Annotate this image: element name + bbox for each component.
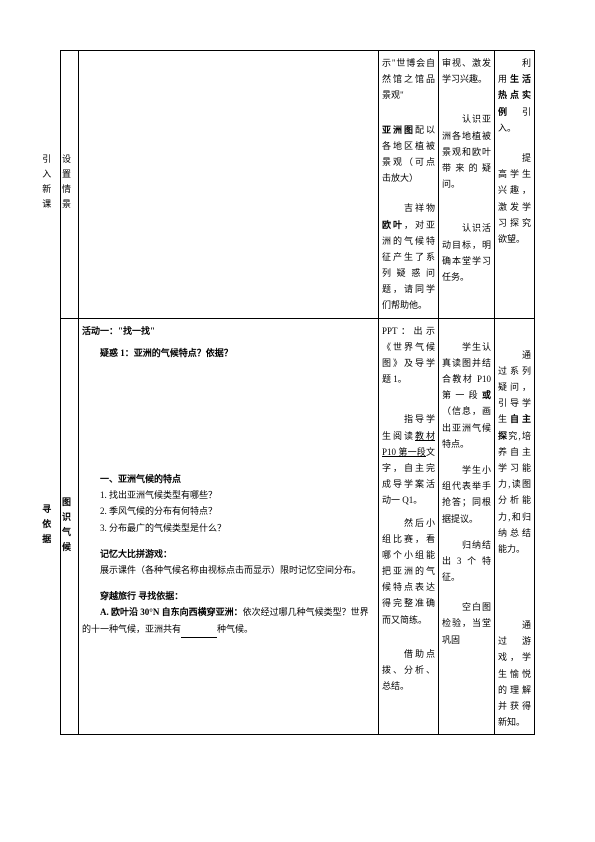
travel-item-a: A. 欧叶沿 30°N 自东向西横穿亚洲：依次经过哪几种气候类型？世界的十一种气… xyxy=(82,604,375,637)
note-col-2: 通过系列疑问，引导学生自主探究,培养自主学习能力,读图分析能力,和归纳总结能力。… xyxy=(495,318,535,735)
section-heading: 一、亚洲气候的特点 xyxy=(82,471,375,487)
ppt-text: 借助点拨、分析、总结。 xyxy=(382,646,435,695)
student-text: 认识亚洲各地植被景观和欧叶带来的疑问。 xyxy=(442,111,491,192)
label-text: 设置情景 xyxy=(55,154,75,214)
main-content-2: 活动一："找一找" 疑惑 1：亚洲的气候特点？依据？ 一、亚洲气候的特点 1. … xyxy=(79,318,379,735)
label-text: 寻依据 xyxy=(35,504,55,549)
ppt-text: 示"世博会自然馆之馆品景观" xyxy=(382,55,435,104)
list-item: 2. 季风气候的分布有何特点？ xyxy=(82,503,375,519)
stage-label-2: 图识气候 寻依据 xyxy=(61,318,79,735)
student-col-1: 审视、激发学习兴趣。 认识亚洲各地植被景观和欧叶带来的疑问。 认识活动目标，明确… xyxy=(439,51,495,319)
blank-fill xyxy=(181,621,217,638)
travel-title: 穿越旅行 寻找依据： xyxy=(82,588,375,604)
ppt-text: 然后小组比赛，看哪个小组能把亚洲的气候特点表达得完整准确而又简练。 xyxy=(382,515,435,628)
ppt-text: 指导学生阅读教材P10 第一段文字，自主完成导学案活动一 Q1。 xyxy=(382,411,435,508)
main-content-1 xyxy=(79,51,379,319)
label-text: 引入新课 xyxy=(35,154,55,214)
student-text: 学生认真读图并结合教材 P10 第一段或（信息，画出亚洲气候特点。 xyxy=(442,339,491,452)
student-text: 学生小组代表举手抢答；同根据提议。 xyxy=(442,462,491,527)
stage-label-1: 设置情景 引入新课 xyxy=(61,51,79,319)
student-col-2: 学生认真读图并结合教材 P10 第一段或（信息，画出亚洲气候特点。 学生小组代表… xyxy=(439,318,495,735)
ppt-col-1: 示"世博会自然馆之馆品景观" 亚洲图配以各地区植被景观（可点击放大） 吉祥物欧叶… xyxy=(379,51,439,319)
student-text: 认识活动目标，明确本堂学习任务。 xyxy=(442,220,491,285)
table-row: 图识气候 寻依据 活动一："找一找" 疑惑 1：亚洲的气候特点？依据？ 一、亚洲… xyxy=(61,318,535,735)
student-text: 审视、激发学习兴趣。 xyxy=(442,55,491,87)
list-item: 1. 找出亚洲气候类型有哪些？ xyxy=(82,487,375,503)
note-text: 提高学生兴趣，激发学习探究欲望。 xyxy=(498,150,531,247)
label-text: 图识气候 xyxy=(55,497,75,557)
student-text: 空白图检验，当堂巩固 xyxy=(442,599,491,648)
list-item: 3. 分布最广的气候类型是什么？ xyxy=(82,520,375,536)
memory-game-body: 展示课件（各种气候名称由视标点击而显示）限时记忆空间分布。 xyxy=(82,562,375,578)
note-text: 利用生活热点实例引入。 xyxy=(498,55,531,136)
ppt-text: 亚洲图配以各地区植被景观（可点击放大） xyxy=(382,122,435,187)
ppt-col-2: PPT：出示《世界气候图》及导学题 1。 指导学生阅读教材P10 第一段文字，自… xyxy=(379,318,439,735)
lesson-table: 设置情景 引入新课 示"世博会自然馆之馆品景观" 亚洲图配以各地区植被景观（可点… xyxy=(60,50,535,735)
note-text: 通过系列疑问，引导学生自主探究,培养自主学习能力,读图分析能力,和归纳总结能力。 xyxy=(498,347,531,557)
question-1: 疑惑 1：亚洲的气候特点？依据？ xyxy=(82,345,375,361)
ppt-text: PPT：出示《世界气候图》及导学题 1。 xyxy=(382,323,435,388)
student-text: 归纳结出3个特征。 xyxy=(442,537,491,586)
memory-game-title: 记忆大比拼游戏： xyxy=(82,546,375,562)
note-col-1: 利用生活热点实例引入。 提高学生兴趣，激发学习探究欲望。 xyxy=(495,51,535,319)
activity-title: 活动一："找一找" xyxy=(82,323,375,339)
table-row: 设置情景 引入新课 示"世博会自然馆之馆品景观" 亚洲图配以各地区植被景观（可点… xyxy=(61,51,535,319)
note-text: 通过游戏，学生愉悦的理解并获得新知。 xyxy=(498,617,531,730)
ppt-text: 吉祥物欧叶，对亚洲的气候特征产生了系列疑惑问题，请同学们帮助他。 xyxy=(382,200,435,313)
